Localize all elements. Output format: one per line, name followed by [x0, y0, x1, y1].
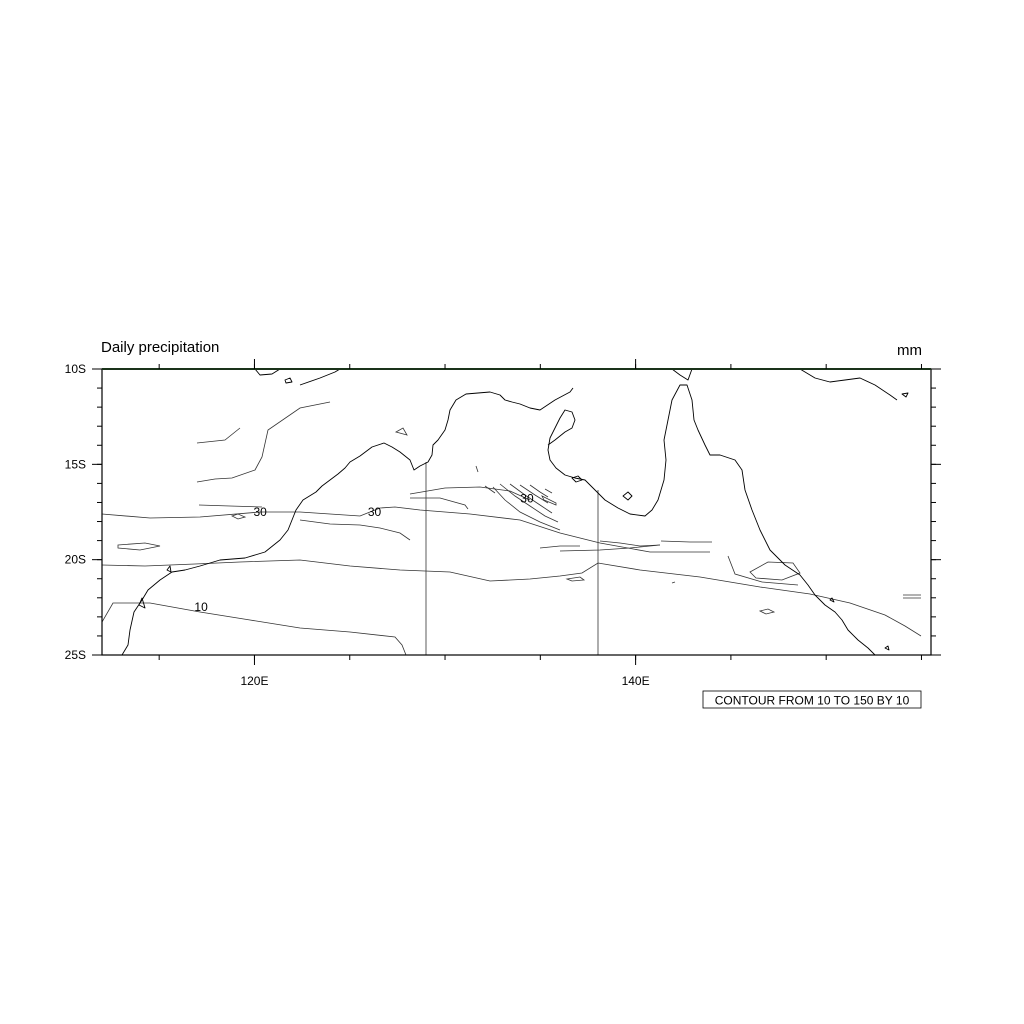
contour-line	[565, 576, 586, 582]
coastline-cape-york	[622, 491, 633, 501]
contour-line	[492, 486, 561, 531]
contour-line	[529, 484, 549, 498]
contour-line	[196, 427, 241, 444]
coastline-gulf	[547, 384, 876, 655]
contour-value-label: 30	[253, 505, 267, 519]
contour-line	[196, 401, 331, 483]
contour-line	[559, 544, 661, 552]
coastline-east-islet	[884, 645, 890, 651]
lat-tick-label: 25S	[65, 648, 86, 662]
coastline-west-island	[138, 597, 146, 609]
contour-info-label: CONTOUR FROM 10 TO 150 BY 10	[715, 694, 910, 708]
coastline-new-guinea	[671, 369, 693, 381]
contour-line	[299, 519, 411, 541]
contour-line	[727, 555, 799, 586]
contour-line	[541, 495, 557, 506]
contour-line	[539, 545, 580, 549]
contour-line	[475, 465, 479, 473]
coastline-mainland	[121, 387, 574, 655]
contour-line	[671, 581, 676, 584]
contour-line	[499, 483, 559, 523]
contour-line	[519, 484, 549, 504]
contour-line	[509, 483, 553, 514]
contour-line	[117, 542, 161, 551]
axis-ticks	[92, 359, 941, 665]
contour-info-box	[702, 690, 922, 709]
contour-line	[102, 559, 922, 637]
contour-line	[484, 485, 496, 494]
coastline-pacific-islet	[901, 392, 909, 398]
contour-value-label: 30	[520, 491, 534, 505]
contour-line	[102, 506, 710, 553]
contour-line	[660, 540, 712, 543]
contour-line	[394, 427, 408, 436]
contour-line	[102, 602, 407, 655]
contour-lines	[102, 401, 922, 655]
contour-line	[230, 513, 247, 520]
map-title: Daily precipitation	[101, 339, 219, 356]
lon-tick-label: 120E	[240, 674, 268, 688]
coastlines	[121, 369, 909, 655]
contour-value-label: 30	[368, 505, 382, 519]
map-frame	[101, 368, 932, 656]
contour-value-label: 10	[194, 600, 208, 614]
contour-line	[409, 486, 531, 501]
coastline-gulf-island	[571, 475, 583, 483]
lat-tick-label: 10S	[65, 362, 86, 376]
units-label: mm	[897, 342, 922, 359]
coastline-reef	[829, 597, 835, 603]
contour-line	[599, 540, 661, 547]
contour-line	[198, 504, 263, 508]
contour-labels: 30 30 30 10	[194, 491, 534, 614]
coastline-west-islet	[166, 565, 172, 573]
contour-line	[749, 561, 801, 581]
coastline-tanimbar	[299, 369, 341, 386]
lon-tick-label: 140E	[622, 674, 650, 688]
lat-tick-label: 15S	[65, 457, 86, 471]
contour-line	[758, 608, 776, 615]
contour-line	[544, 488, 553, 494]
coastline-islet	[284, 377, 293, 384]
coastline-timor	[254, 369, 281, 376]
lat-tick-label: 20S	[65, 553, 86, 567]
coastline-pacific-island	[799, 369, 898, 401]
axis-tick-labels: 120E 140E 10S 15S 20S 25S	[65, 362, 650, 688]
contour-line	[410, 497, 469, 510]
